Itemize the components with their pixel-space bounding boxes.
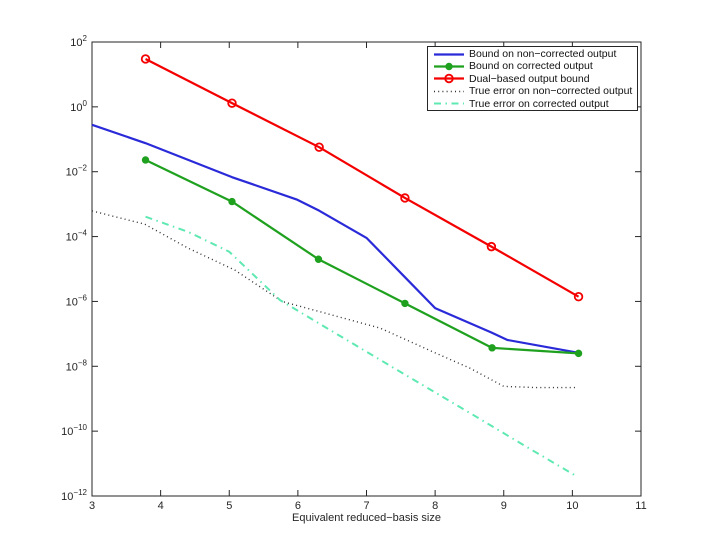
series-line-1 [145,158,579,355]
data-point-marker [573,291,584,302]
legend-line-sample [434,53,464,56]
legend-line-sample [434,62,464,71]
y-tick-label: 10−2 [66,164,88,179]
legend-item: Dual−based output bound [433,73,637,85]
series-line-0 [91,123,579,354]
data-point-marker [227,98,237,108]
data-point-marker [228,197,236,206]
x-tick-label: 4 [158,500,164,512]
x-tick-label: 8 [432,500,438,512]
y-tick-label: 10−4 [66,229,88,244]
x-tick-label: 9 [501,500,507,512]
x-tick-label: 10 [566,500,578,512]
y-tick-label: 100 [70,99,87,114]
data-point-marker [488,344,496,352]
legend-label: Dual−based output bound [469,72,590,85]
y-tick-label: 10−10 [61,423,87,438]
series-line-4 [145,215,577,477]
y-tick-label: 10−12 [61,488,87,503]
x-tick-label: 3 [89,500,95,512]
legend-box: Bound on non−corrected output Bound on c… [427,46,638,111]
data-point-marker [314,142,324,152]
legend-label: Bound on corrected output [469,60,593,73]
series-line-3 [91,210,576,389]
x-tick-label: 7 [363,500,369,512]
legend-marker [445,62,453,71]
legend-label: True error on non−corrected output [469,85,633,98]
legend-marker [444,74,454,84]
data-point-marker [140,54,151,64]
legend-item: Bound on corrected output [433,60,637,72]
legend-line-sample [434,102,464,105]
legend-item: True error on corrected output [433,98,637,110]
data-point-marker [401,299,409,308]
legend-item: Bound on non−corrected output [433,48,637,60]
data-point-marker [486,241,497,252]
y-tick-label: 10−8 [66,358,88,373]
legend-label: Bound on non−corrected output [469,48,617,60]
x-axis-label: Equivalent reduced−basis size [292,512,441,524]
y-tick-label: 102 [70,34,87,49]
legend-label: True error on corrected output [469,97,609,110]
data-point-marker [574,349,583,358]
legend-item: True error on non−corrected output [433,85,637,97]
series-line-2 [145,57,580,298]
legend-line-sample [434,90,464,93]
x-tick-label: 6 [295,500,301,512]
data-point-marker [141,156,150,164]
x-tick-label: 5 [226,500,232,512]
x-tick-label: 11 [635,500,646,512]
legend-line-sample [434,74,464,84]
data-point-marker [400,193,410,203]
data-point-marker [314,255,323,263]
y-tick-label: 10−6 [66,293,88,308]
